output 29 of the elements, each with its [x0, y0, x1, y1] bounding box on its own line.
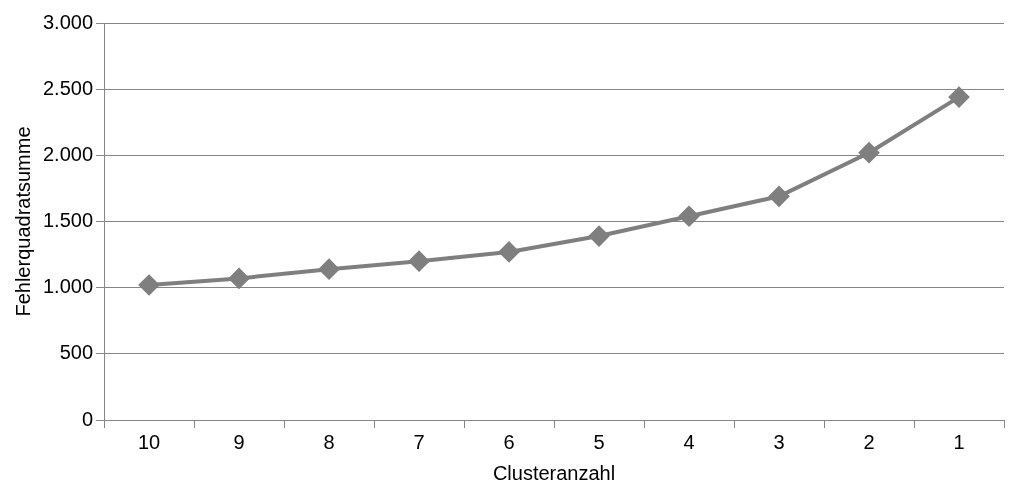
point	[139, 275, 160, 296]
y-tick-label: 0	[81, 407, 94, 430]
x-axis-title: Clusteranzahl	[492, 461, 616, 484]
x-tick-label: 3	[773, 430, 785, 453]
y-tick-label: 1.500	[42, 209, 94, 232]
x-tick-label: 8	[323, 430, 335, 453]
point	[769, 186, 790, 207]
x-tick-label: 5	[593, 430, 605, 453]
point	[229, 268, 250, 289]
y-axis-title: Fehlerquadratsumme	[11, 126, 34, 317]
point	[319, 259, 340, 280]
x-tick-label: 9	[233, 430, 245, 453]
y-tick-label: 1.000	[42, 275, 94, 298]
y-tick-label: 500	[59, 341, 94, 364]
point	[949, 87, 969, 108]
x-tick-label: 2	[863, 430, 875, 453]
point	[499, 241, 520, 262]
y-tick-label: 2.000	[42, 142, 94, 165]
y-tick-label: 2.500	[42, 76, 94, 99]
point	[589, 226, 610, 247]
x-tick-label: 7	[413, 430, 425, 453]
point	[859, 142, 880, 163]
x-tick-label: 6	[503, 430, 515, 453]
point	[679, 206, 700, 227]
x-tick-label: 1	[953, 430, 965, 453]
y-tick-label: 3.000	[42, 10, 94, 33]
x-tick-label: 10	[137, 430, 161, 453]
point	[409, 251, 430, 272]
x-tick-label: 4	[683, 430, 695, 453]
